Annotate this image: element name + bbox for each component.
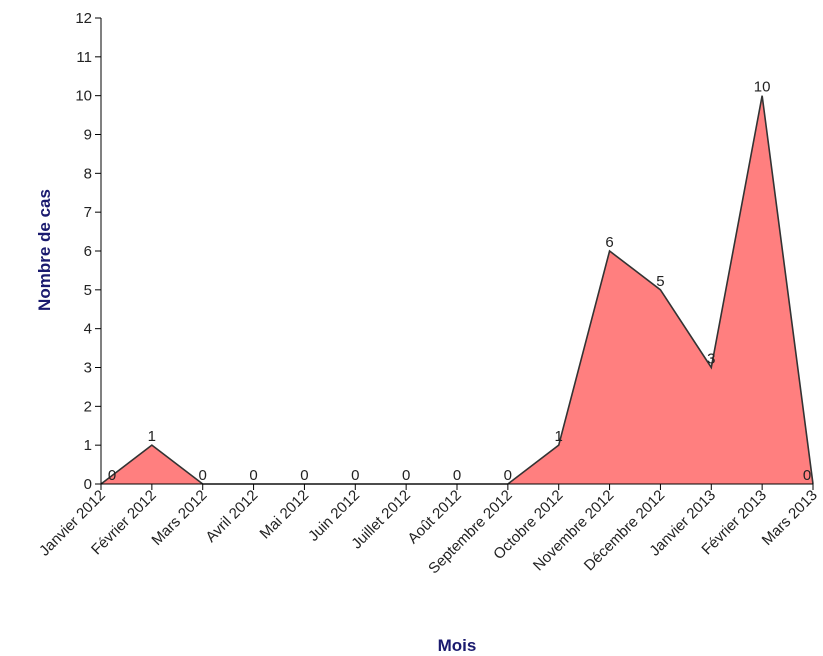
y-tick-label: 7	[84, 204, 92, 221]
y-tick-label: 5	[84, 282, 92, 299]
y-tick-label: 9	[84, 127, 92, 144]
y-tick-label: 0	[84, 476, 92, 493]
y-axis-title: Nombre de cas	[35, 189, 54, 311]
y-tick-label: 10	[75, 88, 92, 105]
data-label: 1	[148, 428, 156, 445]
data-label: 0	[351, 467, 359, 484]
y-tick-label: 1	[84, 437, 92, 454]
x-axis-title: Mois	[438, 636, 477, 655]
x-tick-label: Mai 2012	[257, 487, 313, 543]
data-label: 6	[605, 234, 613, 251]
x-tick-label: Mars 2012	[148, 487, 210, 549]
data-label: 5	[656, 273, 664, 290]
y-tick-label: 12	[75, 10, 92, 27]
series-area	[101, 95, 813, 485]
data-label: 0	[199, 467, 207, 484]
data-label: 0	[504, 467, 512, 484]
x-tick-label: Avril 2012	[202, 487, 261, 546]
y-tick-label: 4	[84, 321, 92, 338]
data-label: 3	[707, 351, 715, 368]
data-label: 10	[754, 79, 771, 96]
data-label: 0	[300, 467, 308, 484]
data-label: 0	[803, 467, 811, 484]
y-tick-label: 3	[84, 360, 92, 377]
plot-area	[100, 95, 814, 485]
y-tick-label: 8	[84, 165, 92, 182]
data-label: 0	[402, 467, 410, 484]
y-tick-label: 11	[76, 49, 92, 66]
x-tick-label: Mars 2013	[759, 487, 821, 549]
data-label: 0	[249, 467, 257, 484]
data-label: 0	[108, 467, 116, 484]
y-tick-label: 6	[84, 243, 92, 260]
y-tick-label: 2	[84, 398, 92, 415]
data-label: 1	[555, 428, 563, 445]
data-label: 0	[453, 467, 461, 484]
